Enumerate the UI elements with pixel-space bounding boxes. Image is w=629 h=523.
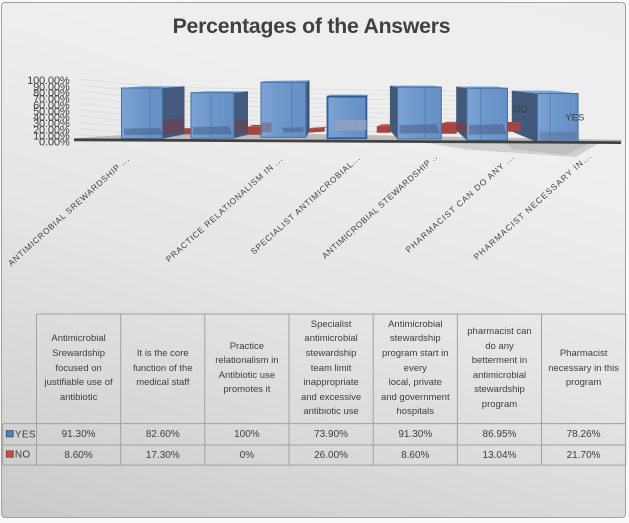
svg-text:YES: YES: [15, 429, 36, 440]
svg-text:90.00%: 90.00%: [33, 81, 70, 93]
svg-text:PRACTICE RELATIONALISM IN ...: PRACTICE RELATIONALISM IN ...: [164, 154, 285, 264]
svg-text:NO: NO: [513, 105, 528, 116]
svg-text:0.00%: 0.00%: [39, 137, 70, 149]
svg-text:80.00%: 80.00%: [33, 88, 70, 100]
svg-text:PHARMACIST NECESSARY IN...: PHARMACIST NECESSARY IN...: [471, 151, 593, 262]
svg-text:70.00%: 70.00%: [33, 94, 70, 106]
svg-text:100.00%: 100.00%: [27, 75, 70, 87]
svg-text:ANTIMICROBIAL SREWARDSHIP ...: ANTIMICROBIAL SREWARDSHIP ...: [6, 154, 131, 268]
svg-text:30.00%: 30.00%: [33, 118, 70, 130]
svg-text:YES: YES: [565, 113, 584, 124]
svg-text:20.00%: 20.00%: [33, 124, 70, 136]
svg-text:NO: NO: [15, 450, 31, 461]
svg-text:50.00%: 50.00%: [33, 106, 70, 118]
svg-text:10.00%: 10.00%: [33, 131, 70, 143]
svg-text:60.00%: 60.00%: [33, 100, 70, 112]
svg-text:40.00%: 40.00%: [33, 112, 70, 124]
